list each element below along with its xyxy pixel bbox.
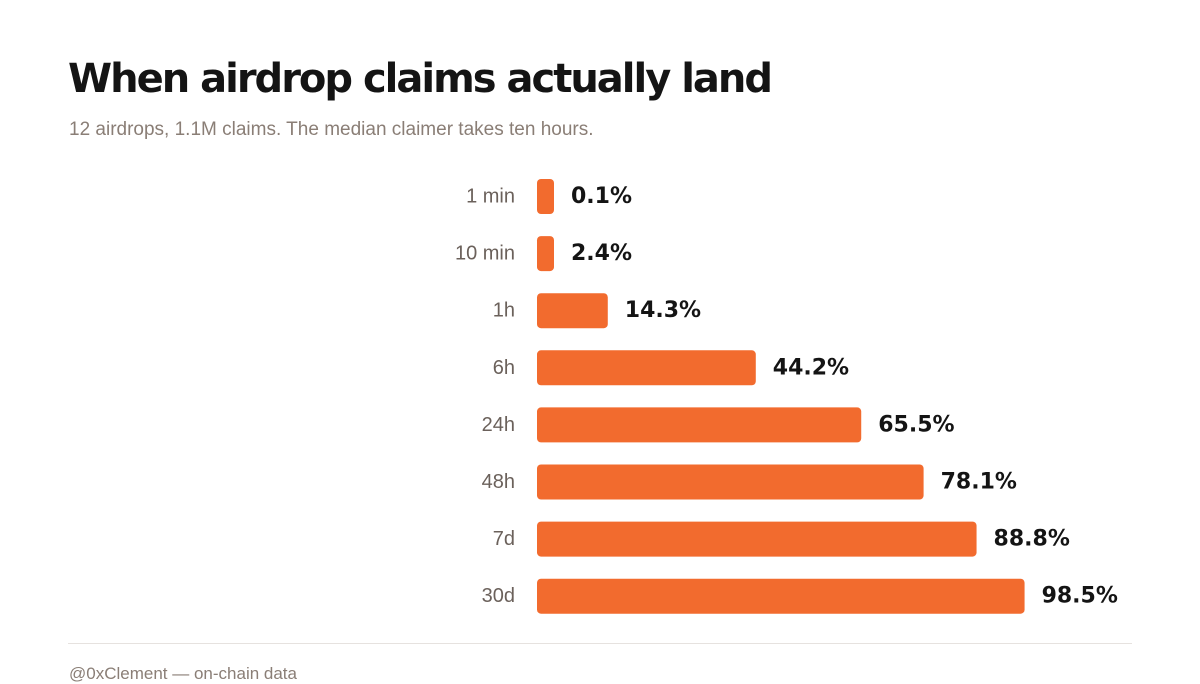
category-label: 30d	[482, 585, 515, 607]
value-label: 44.2%	[773, 355, 849, 380]
value-label: 88.8%	[994, 527, 1070, 552]
category-label: 48h	[482, 471, 515, 493]
value-label: 2.4%	[571, 241, 632, 266]
value-label: 14.3%	[625, 298, 701, 323]
bar	[537, 578, 1025, 614]
bar	[537, 293, 608, 329]
category-label: 10 min	[455, 243, 515, 265]
bar	[537, 236, 554, 272]
value-label: 65.5%	[878, 412, 954, 437]
bar-chart: 1 min 0.1% 10 min 2.4% 1h 14.3% 6h 44.2% 24h 65.5…	[455, 179, 1118, 614]
category-label: 6h	[493, 357, 515, 379]
category-label: 24h	[482, 414, 515, 436]
bar	[537, 350, 756, 386]
chart-title: When airdrop claims actually land	[68, 56, 773, 102]
value-label: 0.1%	[571, 184, 632, 209]
bar	[537, 521, 977, 557]
category-label: 1 min	[466, 186, 515, 208]
footer-divider	[68, 643, 1132, 644]
bar	[537, 464, 924, 500]
value-label: 98.5%	[1042, 584, 1118, 609]
value-label: 78.1%	[941, 470, 1017, 495]
source-note: @0xClement — on-chain data	[69, 664, 297, 683]
category-label: 1h	[493, 300, 515, 322]
category-label: 7d	[493, 528, 515, 550]
bar	[537, 407, 862, 443]
chart-subtitle: 12 airdrops, 1.1M claims. The median cla…	[69, 119, 594, 140]
bar	[537, 179, 554, 214]
